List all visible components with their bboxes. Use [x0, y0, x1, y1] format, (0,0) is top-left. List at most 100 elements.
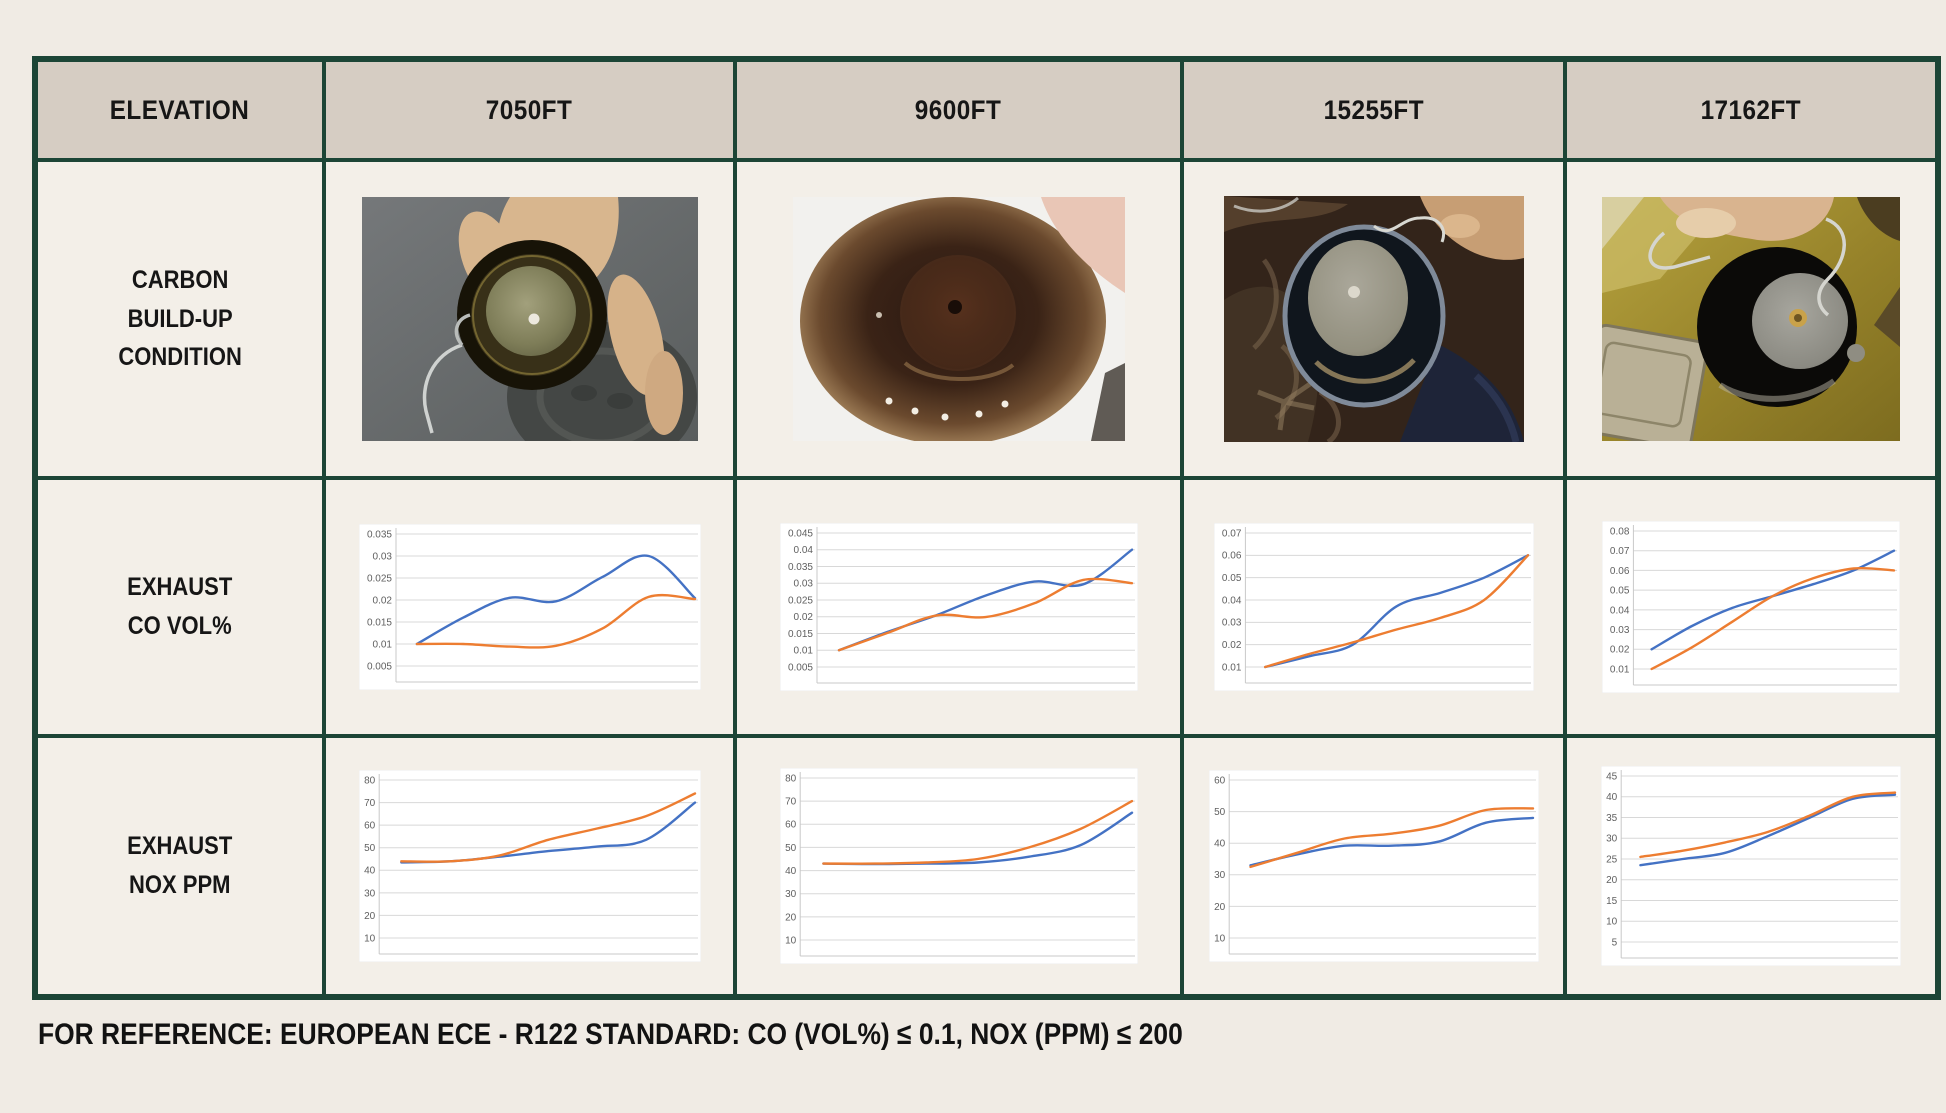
- svg-text:5: 5: [1612, 937, 1618, 948]
- svg-text:60: 60: [1214, 775, 1226, 786]
- row-label-line: EXHAUST: [127, 573, 233, 602]
- svg-text:0.04: 0.04: [1221, 595, 1241, 606]
- svg-text:0.01: 0.01: [1221, 662, 1241, 673]
- svg-text:0.01: 0.01: [372, 639, 392, 650]
- svg-text:0.04: 0.04: [1610, 605, 1630, 616]
- header-cell-elevation: ELEVATION: [38, 62, 322, 158]
- chart-cell-nox-7050ft: 80 70 60 50 40 30 20 10: [326, 738, 733, 994]
- svg-text:0.07: 0.07: [1221, 528, 1241, 539]
- row-label-line: BUILD-UP: [127, 304, 233, 333]
- svg-text:50: 50: [364, 843, 376, 854]
- svg-text:20: 20: [1606, 875, 1618, 886]
- svg-text:0.025: 0.025: [787, 595, 812, 606]
- co-chart-7050ft: 0.035 0.03 0.025 0.02 0.015 0.01 0.005: [358, 524, 701, 690]
- svg-text:25: 25: [1606, 854, 1618, 865]
- svg-text:30: 30: [1214, 870, 1226, 881]
- nox-chart-7050ft: 80 70 60 50 40 30 20 10: [358, 770, 701, 962]
- svg-text:0.03: 0.03: [1610, 625, 1630, 636]
- svg-text:0.005: 0.005: [366, 661, 391, 672]
- chart-cell-nox-15255ft: 60 50 40 30 20 10: [1184, 738, 1563, 994]
- header-cell-15255ft: 15255FT: [1184, 62, 1563, 158]
- svg-text:20: 20: [785, 912, 797, 923]
- svg-text:45: 45: [1606, 771, 1618, 782]
- carbon-photo-17162ft: [1602, 197, 1900, 441]
- svg-text:20: 20: [364, 911, 376, 922]
- svg-text:0.02: 0.02: [1610, 645, 1630, 656]
- photo-cell-15255ft: [1184, 162, 1563, 476]
- svg-text:60: 60: [364, 821, 376, 832]
- row-label-line: CONDITION: [118, 343, 242, 372]
- svg-text:40: 40: [1606, 792, 1618, 803]
- svg-text:0.06: 0.06: [1610, 566, 1630, 577]
- svg-text:70: 70: [364, 798, 376, 809]
- header-label: 15255FT: [1323, 94, 1424, 125]
- header-label: ELEVATION: [110, 94, 250, 125]
- chart-cell-co-7050ft: 0.035 0.03 0.025 0.02 0.015 0.01 0.005: [326, 480, 733, 734]
- svg-text:10: 10: [1214, 933, 1226, 944]
- nox-chart-17162ft: 45 40 35 30 25 20 15 10 5: [1601, 766, 1901, 966]
- svg-text:0.03: 0.03: [1221, 618, 1241, 629]
- row-label-exhaust-nox: EXHAUST NOX PPM: [38, 738, 322, 994]
- chart-cell-co-9600ft: 0.045 0.04 0.035 0.03 0.025 0.02 0.015 0.01 0.00…: [737, 480, 1180, 734]
- svg-text:0.03: 0.03: [372, 551, 392, 562]
- svg-text:35: 35: [1606, 813, 1618, 824]
- header-label: 9600FT: [915, 94, 1002, 125]
- photo-cell-7050ft: [326, 162, 733, 476]
- svg-text:0.015: 0.015: [787, 629, 812, 640]
- chart-cell-nox-17162ft: 45 40 35 30 25 20 15 10 5: [1567, 738, 1935, 994]
- svg-text:70: 70: [785, 797, 797, 808]
- svg-text:0.035: 0.035: [787, 562, 812, 573]
- header-label: 7050FT: [486, 94, 573, 125]
- svg-text:10: 10: [364, 933, 376, 944]
- svg-text:0.015: 0.015: [366, 617, 391, 628]
- reference-note: FOR REFERENCE: EUROPEAN ECE - R122 STAND…: [38, 1018, 1183, 1051]
- carbon-photo-7050ft: [361, 197, 698, 441]
- photo-cell-17162ft: [1567, 162, 1935, 476]
- nox-chart-15255ft: 60 50 40 30 20 10: [1208, 770, 1539, 962]
- svg-text:0.035: 0.035: [366, 529, 391, 540]
- header-cell-9600ft: 9600FT: [737, 62, 1180, 158]
- svg-text:20: 20: [1214, 902, 1226, 913]
- svg-text:0.02: 0.02: [372, 595, 392, 606]
- header-cell-7050ft: 7050FT: [326, 62, 733, 158]
- svg-text:40: 40: [785, 866, 797, 877]
- svg-text:0.03: 0.03: [793, 579, 813, 590]
- chart-cell-co-15255ft: 0.07 0.06 0.05 0.04 0.03 0.02 0.01: [1184, 480, 1563, 734]
- carbon-photo-15255ft: [1223, 196, 1524, 442]
- photo-cell-9600ft: [737, 162, 1180, 476]
- svg-text:10: 10: [1606, 917, 1618, 928]
- svg-text:0.05: 0.05: [1221, 573, 1241, 584]
- svg-text:30: 30: [364, 888, 376, 899]
- svg-text:80: 80: [364, 775, 376, 786]
- co-chart-15255ft: 0.07 0.06 0.05 0.04 0.03 0.02 0.01: [1213, 523, 1534, 691]
- svg-text:0.06: 0.06: [1221, 551, 1241, 562]
- svg-text:10: 10: [785, 935, 797, 946]
- chart-cell-co-17162ft: 0.08 0.07 0.06 0.05 0.04 0.03 0.02 0.01: [1567, 480, 1935, 734]
- svg-text:30: 30: [1606, 834, 1618, 845]
- svg-text:0.04: 0.04: [793, 545, 813, 556]
- svg-text:50: 50: [785, 843, 797, 854]
- svg-text:0.025: 0.025: [366, 573, 391, 584]
- row-label-exhaust-co: EXHAUST CO VOL%: [38, 480, 322, 734]
- row-label-line: CO VOL%: [128, 612, 232, 640]
- svg-text:15: 15: [1606, 896, 1618, 907]
- svg-text:0.01: 0.01: [793, 646, 813, 657]
- co-chart-9600ft: 0.045 0.04 0.035 0.03 0.025 0.02 0.015 0.01 0.00…: [779, 523, 1138, 691]
- svg-text:0.02: 0.02: [793, 612, 813, 623]
- header-cell-17162ft: 17162FT: [1567, 62, 1935, 158]
- svg-text:30: 30: [785, 889, 797, 900]
- svg-text:0.05: 0.05: [1610, 586, 1630, 597]
- row-label-carbon-build-up: CARBON BUILD-UP CONDITION: [38, 162, 322, 476]
- svg-text:0.005: 0.005: [787, 662, 812, 673]
- svg-text:0.07: 0.07: [1610, 546, 1630, 557]
- svg-text:40: 40: [364, 866, 376, 877]
- svg-text:60: 60: [785, 820, 797, 831]
- row-label-line: CARBON: [131, 265, 229, 294]
- row-label-line: EXHAUST: [127, 832, 233, 861]
- svg-text:80: 80: [785, 773, 797, 784]
- svg-text:40: 40: [1214, 839, 1226, 850]
- svg-text:0.08: 0.08: [1610, 526, 1630, 537]
- chart-cell-nox-9600ft: 80 70 60 50 40 30 20 10: [737, 738, 1180, 994]
- row-label-line: NOX PPM: [129, 871, 231, 899]
- svg-text:50: 50: [1214, 807, 1226, 818]
